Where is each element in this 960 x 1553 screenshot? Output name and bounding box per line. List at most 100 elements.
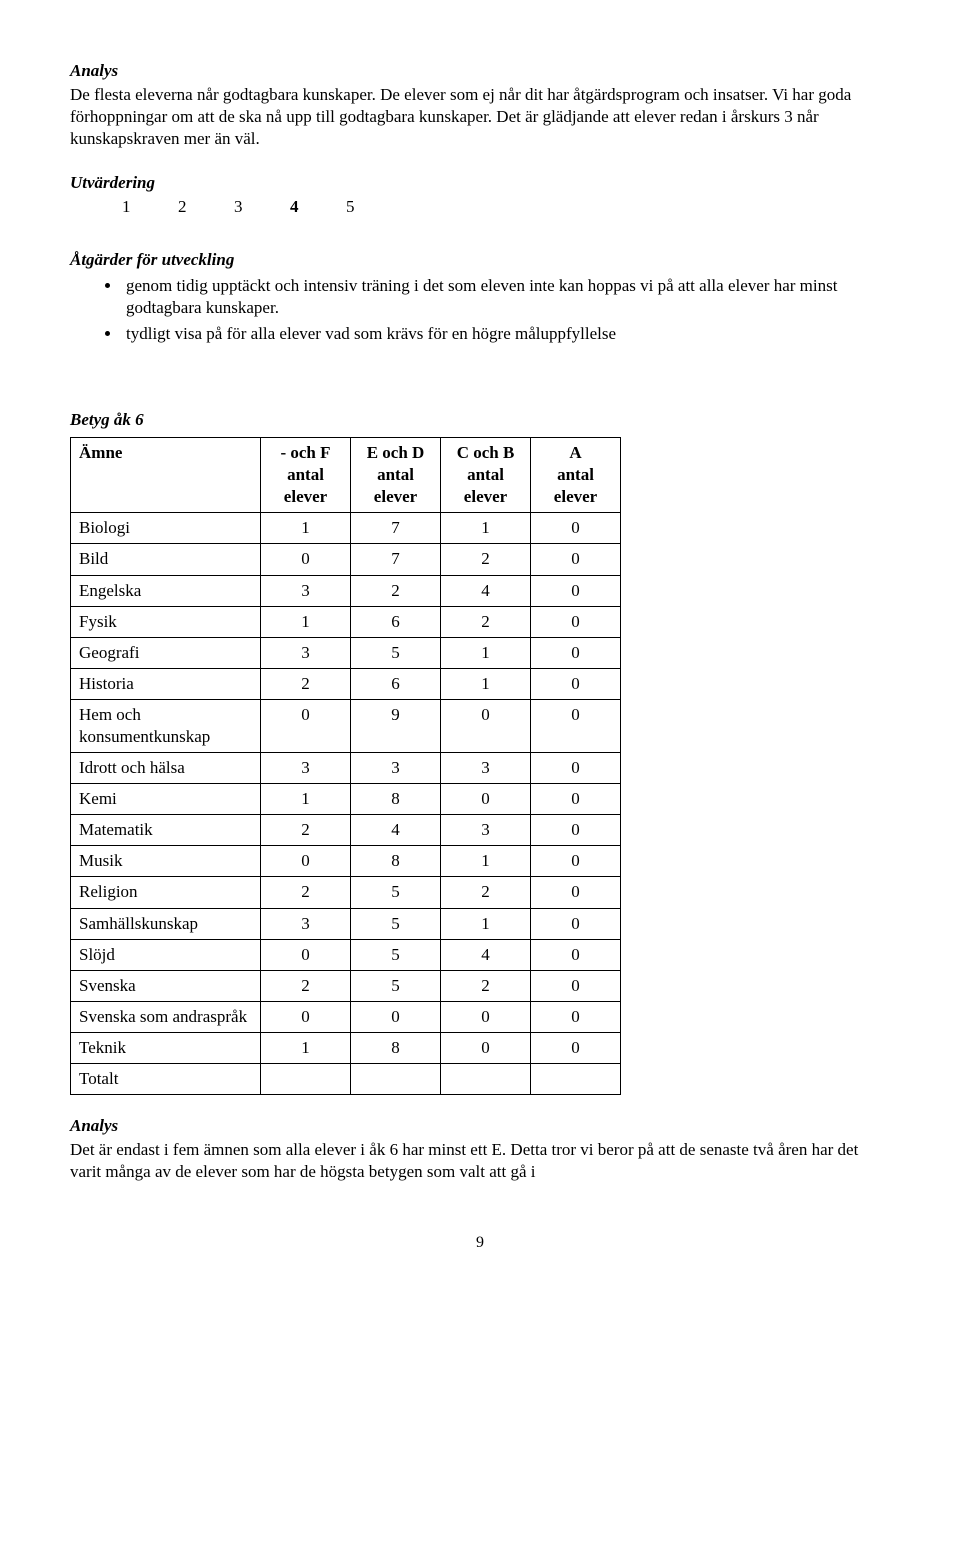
value-cell: 0 <box>531 699 621 752</box>
atgarder-item: genom tidig upptäckt och intensiv tränin… <box>122 275 890 319</box>
scale-value: 2 <box>178 196 192 218</box>
value-cell: 3 <box>261 637 351 668</box>
grades-col-header: Aantalelever <box>531 438 621 513</box>
analys-title-1: Analys <box>70 60 890 82</box>
value-cell: 2 <box>441 606 531 637</box>
value-cell: 0 <box>261 939 351 970</box>
value-cell: 0 <box>441 699 531 752</box>
subject-cell: Geografi <box>71 637 261 668</box>
value-cell: 1 <box>261 606 351 637</box>
value-cell: 0 <box>531 637 621 668</box>
value-cell: 0 <box>261 1001 351 1032</box>
value-cell: 1 <box>441 637 531 668</box>
value-cell: 0 <box>531 753 621 784</box>
subject-cell: Hem och konsumentkunskap <box>71 699 261 752</box>
value-cell: 0 <box>531 784 621 815</box>
subject-cell: Teknik <box>71 1032 261 1063</box>
value-cell <box>531 1064 621 1095</box>
table-row: Geografi3510 <box>71 637 621 668</box>
atgarder-list: genom tidig upptäckt och intensiv tränin… <box>70 275 890 345</box>
table-row: Engelska3240 <box>71 575 621 606</box>
value-cell: 0 <box>531 846 621 877</box>
value-cell <box>351 1064 441 1095</box>
grades-table: Ämne- och FantaleleverE och Dantalelever… <box>70 437 621 1095</box>
subject-cell: Historia <box>71 668 261 699</box>
value-cell: 4 <box>441 575 531 606</box>
table-row: Bild0720 <box>71 544 621 575</box>
value-cell: 1 <box>441 846 531 877</box>
value-cell: 2 <box>261 877 351 908</box>
table-row: Fysik1620 <box>71 606 621 637</box>
value-cell: 0 <box>531 815 621 846</box>
subject-cell: Totalt <box>71 1064 261 1095</box>
scale-value: 3 <box>234 196 248 218</box>
scale-value: 1 <box>122 196 136 218</box>
value-cell: 2 <box>351 575 441 606</box>
value-cell: 0 <box>441 1001 531 1032</box>
value-cell: 7 <box>351 513 441 544</box>
value-cell: 2 <box>441 544 531 575</box>
table-row: Hem och konsumentkunskap0900 <box>71 699 621 752</box>
table-row: Musik0810 <box>71 846 621 877</box>
value-cell: 3 <box>261 575 351 606</box>
value-cell: 0 <box>441 1032 531 1063</box>
atgarder-title: Åtgärder för utveckling <box>70 249 890 271</box>
value-cell: 8 <box>351 846 441 877</box>
value-cell: 0 <box>351 1001 441 1032</box>
table-row: Slöjd0540 <box>71 939 621 970</box>
value-cell: 0 <box>531 1032 621 1063</box>
value-cell: 5 <box>351 970 441 1001</box>
value-cell: 0 <box>531 513 621 544</box>
atgarder-item: tydligt visa på för alla elever vad som … <box>122 323 890 345</box>
subject-cell: Musik <box>71 846 261 877</box>
analys-title-2: Analys <box>70 1115 890 1137</box>
table-row: Biologi1710 <box>71 513 621 544</box>
value-cell: 2 <box>261 668 351 699</box>
value-cell: 0 <box>531 544 621 575</box>
subject-cell: Fysik <box>71 606 261 637</box>
table-row: Religion2520 <box>71 877 621 908</box>
subject-cell: Svenska som andraspråk <box>71 1001 261 1032</box>
grades-col-header: E och Dantalelever <box>351 438 441 513</box>
grades-col-header: - och Fantalelever <box>261 438 351 513</box>
grades-col-header: C och Bantalelever <box>441 438 531 513</box>
value-cell: 1 <box>441 908 531 939</box>
value-cell: 3 <box>261 908 351 939</box>
value-cell: 3 <box>441 753 531 784</box>
subject-cell: Svenska <box>71 970 261 1001</box>
value-cell: 5 <box>351 637 441 668</box>
subject-cell: Slöjd <box>71 939 261 970</box>
value-cell: 1 <box>441 513 531 544</box>
value-cell: 7 <box>351 544 441 575</box>
value-cell: 3 <box>261 753 351 784</box>
subject-cell: Religion <box>71 877 261 908</box>
value-cell: 0 <box>261 699 351 752</box>
subject-cell: Samhällskunskap <box>71 908 261 939</box>
table-row: Historia2610 <box>71 668 621 699</box>
table-row: Matematik2430 <box>71 815 621 846</box>
table-row: Svenska2520 <box>71 970 621 1001</box>
subject-cell: Bild <box>71 544 261 575</box>
value-cell: 6 <box>351 606 441 637</box>
value-cell: 6 <box>351 668 441 699</box>
table-row: Totalt <box>71 1064 621 1095</box>
utvardering-scale: 12345 <box>70 196 890 218</box>
value-cell: 1 <box>441 668 531 699</box>
table-row: Svenska som andraspråk0000 <box>71 1001 621 1032</box>
scale-value: 4 <box>290 196 304 218</box>
value-cell: 8 <box>351 1032 441 1063</box>
subject-cell: Idrott och hälsa <box>71 753 261 784</box>
table-row: Kemi1800 <box>71 784 621 815</box>
utvardering-title: Utvärdering <box>70 172 890 194</box>
betyg-title: Betyg åk 6 <box>70 409 890 431</box>
value-cell: 0 <box>441 784 531 815</box>
grades-col-subject: Ämne <box>71 438 261 513</box>
value-cell: 1 <box>261 784 351 815</box>
value-cell: 9 <box>351 699 441 752</box>
subject-cell: Engelska <box>71 575 261 606</box>
value-cell <box>441 1064 531 1095</box>
value-cell: 2 <box>441 877 531 908</box>
value-cell: 3 <box>351 753 441 784</box>
value-cell: 8 <box>351 784 441 815</box>
table-row: Samhällskunskap3510 <box>71 908 621 939</box>
